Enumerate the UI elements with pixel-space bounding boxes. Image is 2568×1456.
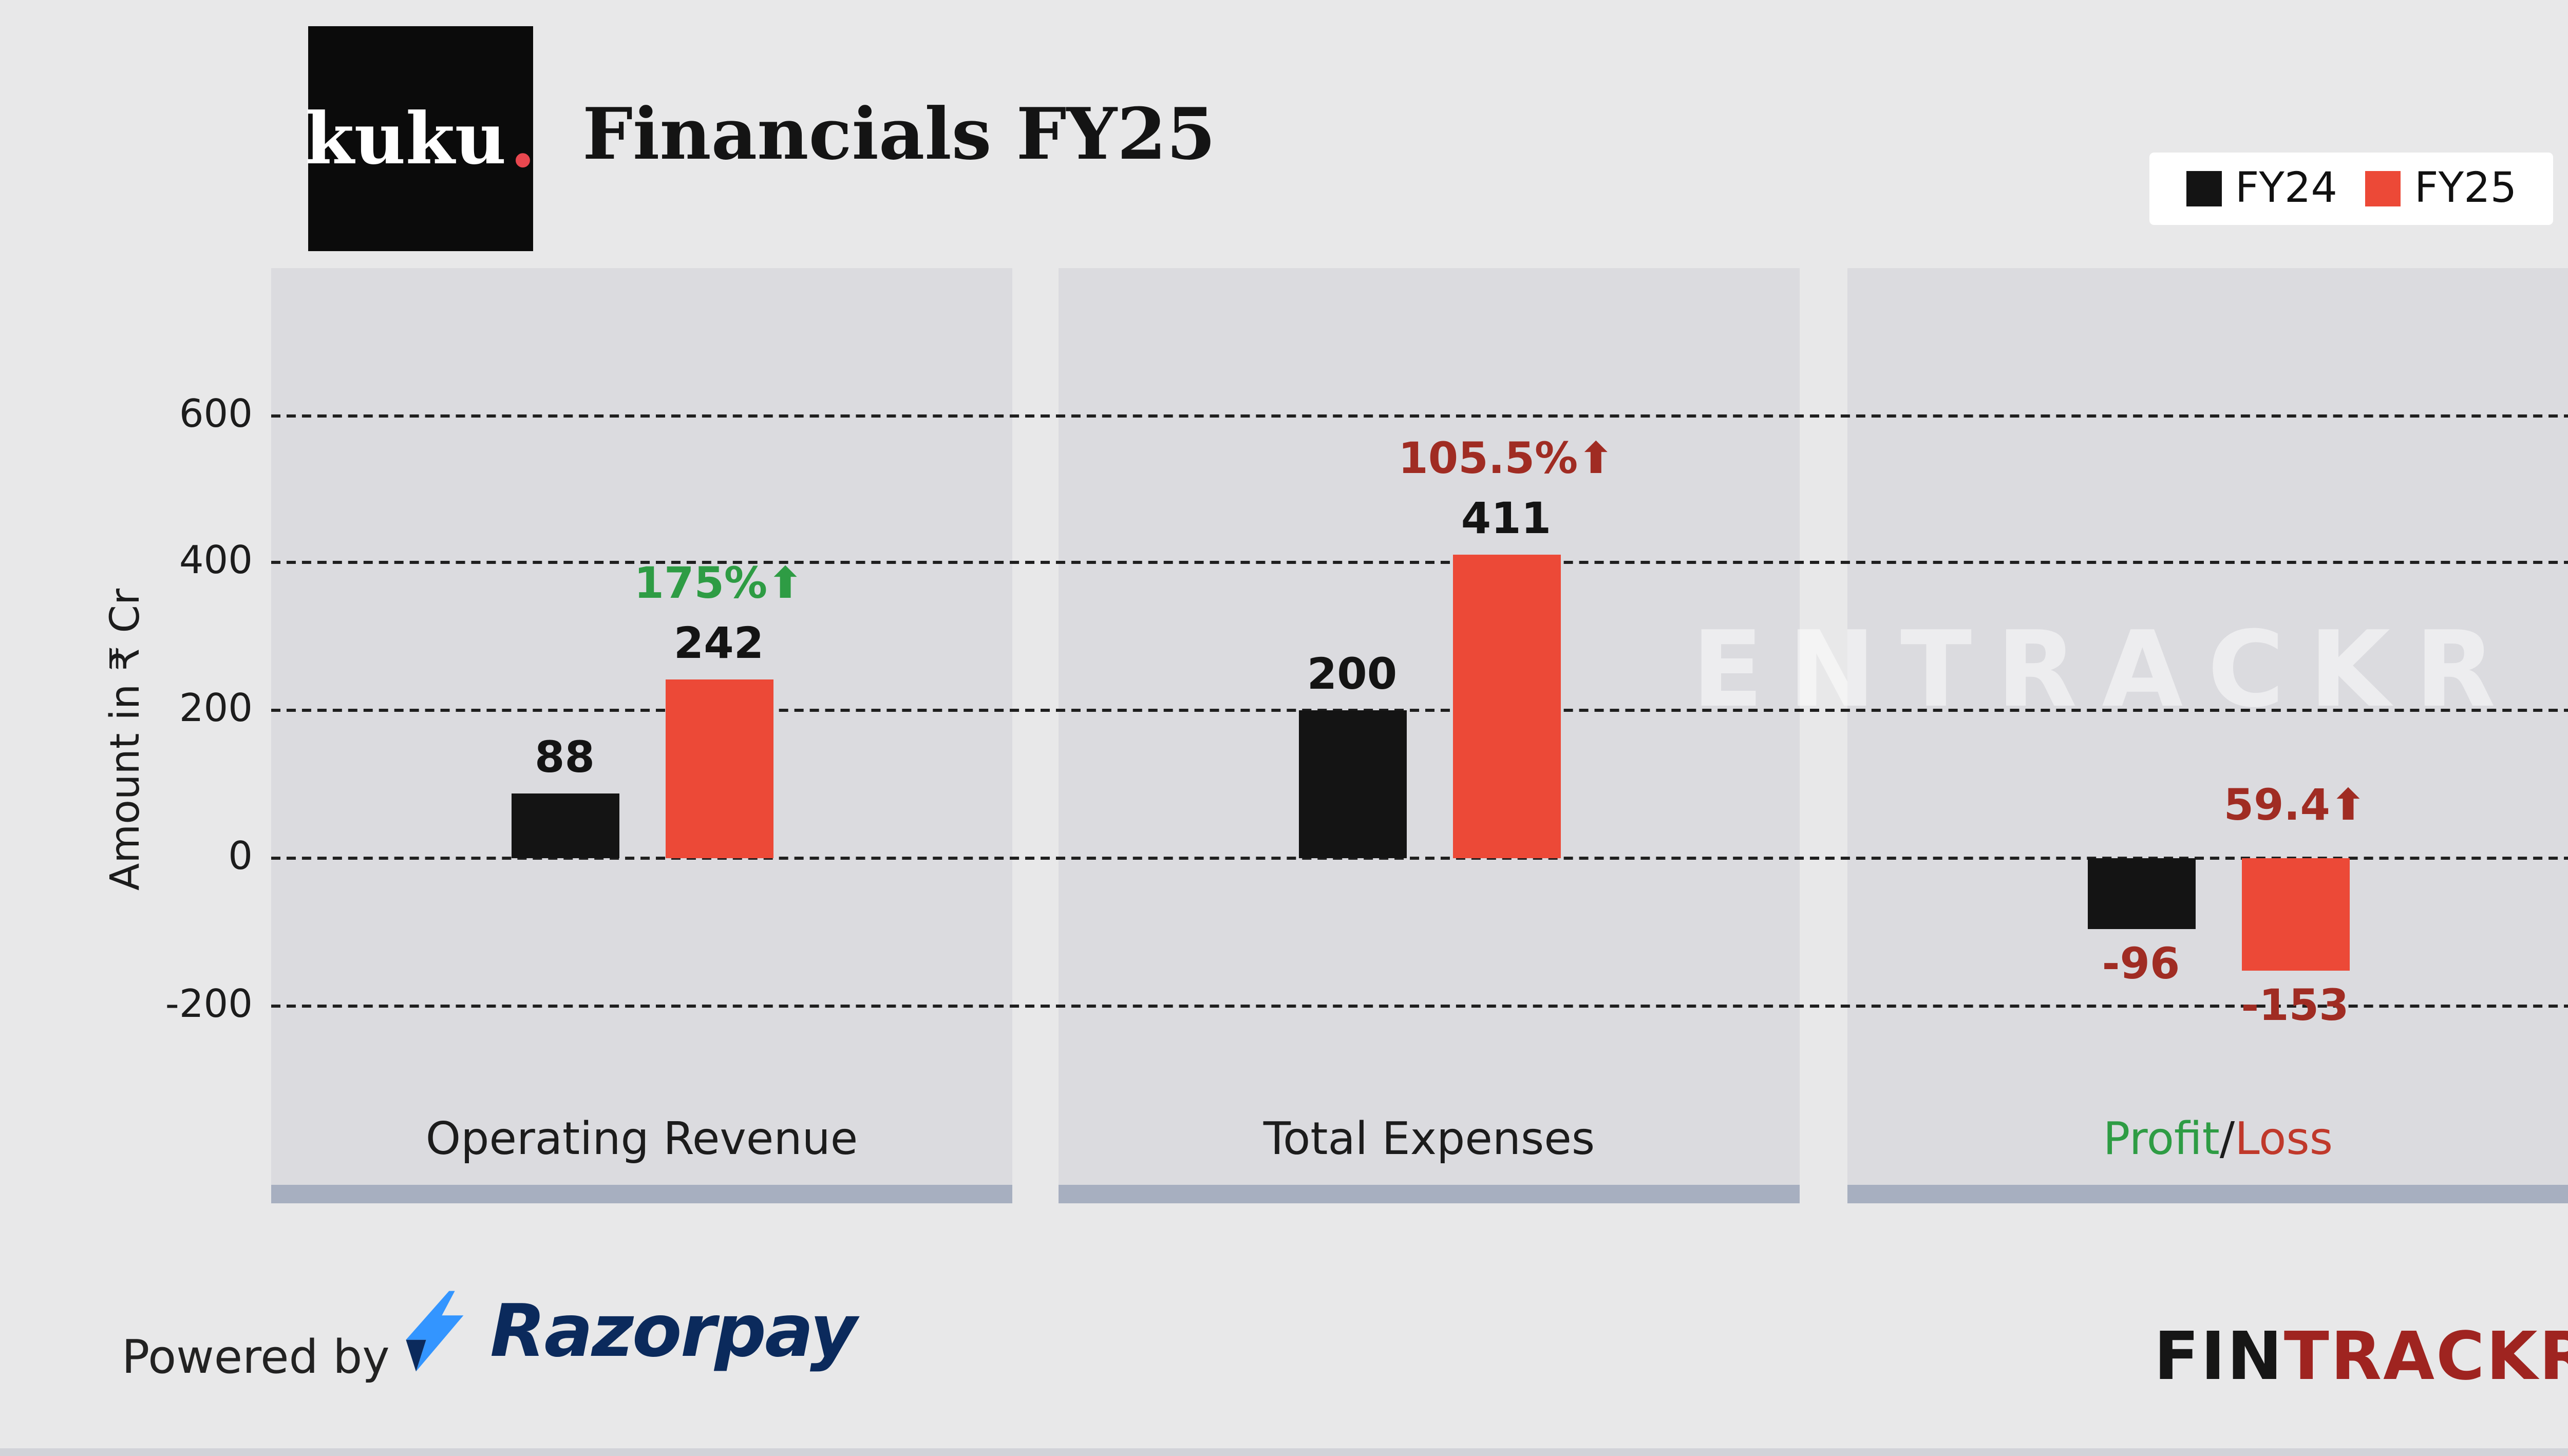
value-label: 242 (673, 618, 764, 669)
bar-fy25 (2241, 858, 2349, 971)
category-label-operating-revenue: Operating Revenue (425, 1112, 858, 1165)
fy24-swatch (2185, 171, 2221, 206)
y-tick-label: 400 (179, 538, 253, 582)
profit-label: Profit (2103, 1112, 2220, 1165)
kuku-logo-dot: . (509, 93, 537, 184)
y-tick-label: 200 (179, 686, 253, 730)
fintrackr-fin: FIN (2154, 1319, 2284, 1396)
bottom-edge-strip (0, 1448, 2568, 1456)
bar-fy24 (511, 793, 619, 858)
chart-legend: FY24 FY25 (2149, 153, 2553, 225)
bar-fy24 (1298, 710, 1406, 858)
legend-item-fy25: FY25 (2365, 165, 2517, 213)
page-title: Financials FY25 (582, 92, 1216, 176)
growth-label: 105.5%⬆ (1398, 433, 1614, 484)
legend-label-fy25: FY25 (2414, 165, 2517, 213)
fintrackr-trackr: TRACKR (2283, 1319, 2568, 1396)
legend-item-fy24: FY24 (2185, 165, 2337, 213)
bar-fy25 (665, 679, 773, 858)
value-label: 200 (1307, 649, 1398, 699)
powered-by-text: Powered by (122, 1331, 390, 1385)
y-tick-label: 600 (179, 391, 253, 436)
bar-fy24 (2087, 858, 2195, 929)
entrackr-watermark: ENTRACKR (1692, 610, 2521, 732)
growth-label: 175%⬆ (634, 558, 804, 609)
y-tick-label: 0 (228, 834, 253, 878)
fy25-swatch (2365, 171, 2401, 206)
value-label: 88 (535, 732, 595, 783)
category-label-profit-loss: Profit/Loss (1847, 1112, 2568, 1165)
panel-profit-loss: Profit/Loss -96 -153 59.4⬆ (1847, 268, 2568, 1203)
growth-label: 59.4⬆ (2223, 780, 2367, 830)
razorpay-logo: Razorpay (394, 1288, 857, 1374)
panel-total-expenses: Total Expenses 200 411 105.5%⬆ (1059, 268, 1800, 1203)
panel-operating-revenue: Operating Revenue 88 242 175%⬆ (271, 268, 1012, 1203)
slash-label: / (2219, 1112, 2235, 1165)
value-label: 411 (1461, 493, 1552, 544)
category-label-total-expenses: Total Expenses (1263, 1112, 1595, 1165)
razorpay-wordmark: Razorpay (490, 1289, 857, 1374)
kuku-logo-text: kuku (305, 97, 506, 180)
value-label: -96 (2102, 938, 2180, 989)
value-label: -153 (2241, 980, 2349, 1031)
fintrackr-logo: FINTRACKR (2154, 1319, 2568, 1396)
razorpay-bolt-icon (406, 1291, 464, 1372)
y-axis-ticks: 600 400 200 0 -200 (92, 0, 253, 1456)
loss-label: Loss (2235, 1112, 2333, 1165)
y-tick-label: -200 (165, 981, 253, 1026)
legend-label-fy24: FY24 (2235, 165, 2337, 213)
bar-fy25 (1452, 555, 1560, 858)
kuku-logo: kuku. (305, 26, 537, 251)
